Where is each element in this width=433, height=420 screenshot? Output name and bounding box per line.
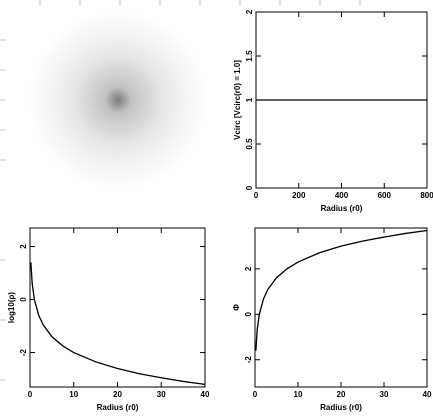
- x-axis-label: Radius (r0): [321, 204, 363, 213]
- y-tick-label: 2: [245, 9, 254, 14]
- x-tick-label: 600: [378, 191, 392, 200]
- x-axis-label: Radius (r0): [97, 403, 139, 412]
- x-tick-label: 10: [294, 390, 303, 399]
- y-tick-label: -2: [19, 348, 28, 356]
- x-tick-label: 0: [254, 191, 259, 200]
- x-axis-label: Radius (r0): [320, 403, 362, 412]
- x-tick-label: 40: [423, 390, 432, 399]
- x-tick-label: 0: [28, 390, 33, 399]
- y-tick-label: 0: [19, 297, 28, 302]
- x-tick-label: 800: [420, 191, 433, 200]
- y-tick-label: 2: [19, 244, 28, 249]
- y-tick-label: 0.5: [245, 138, 254, 150]
- data-line: [30, 262, 206, 385]
- x-tick-label: 30: [157, 390, 166, 399]
- x-tick-label: 0: [253, 390, 258, 399]
- y-tick-label: -2: [244, 356, 253, 364]
- data-line: [255, 229, 428, 351]
- y-axis-label: Vcirc [Vcirc(r0) = 1.0]: [233, 60, 242, 140]
- y-tick-label: 0: [245, 185, 254, 190]
- x-tick-label: 30: [380, 390, 389, 399]
- x-tick-label: 400: [335, 191, 349, 200]
- density-image: [30, 12, 206, 188]
- y-tick-label: 0: [244, 312, 253, 317]
- y-axis-label: Φ: [232, 304, 241, 311]
- x-tick-label: 20: [337, 390, 346, 399]
- x-tick-label: 200: [292, 191, 306, 200]
- x-tick-label: 10: [69, 390, 78, 399]
- edge-marks: [0, 0, 361, 381]
- y-axis-label: log10(ρ): [7, 292, 16, 324]
- x-tick-label: 20: [113, 390, 122, 399]
- y-tick-label: 2: [244, 266, 253, 271]
- y-tick-label: 1.5: [245, 50, 254, 62]
- x-tick-label: 40: [201, 390, 210, 399]
- y-tick-label: 1: [245, 97, 254, 102]
